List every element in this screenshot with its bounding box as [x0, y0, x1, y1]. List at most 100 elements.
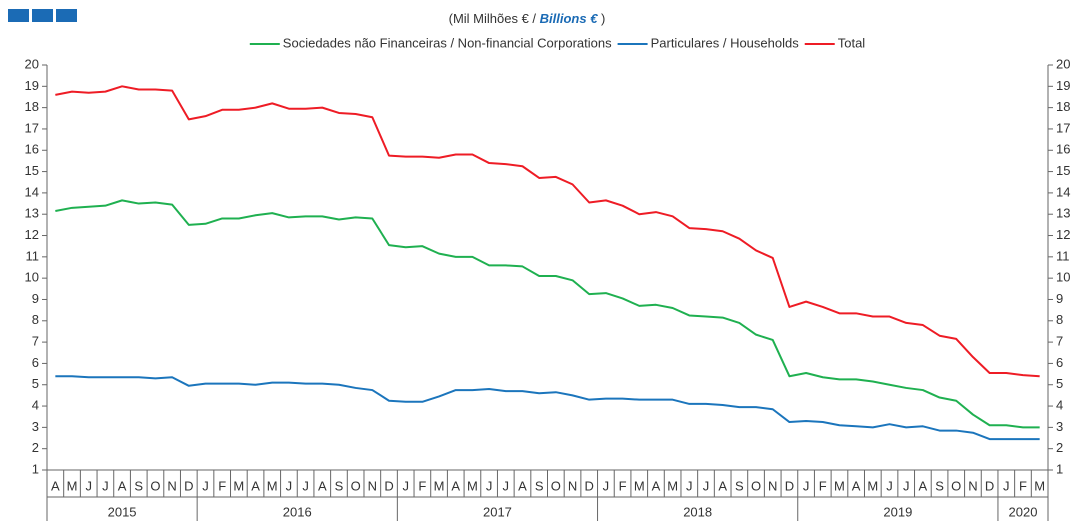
y-tick-label: 12 — [25, 227, 39, 242]
x-tick-label: F — [819, 478, 827, 493]
year-label: 2016 — [283, 504, 312, 519]
x-tick-label: S — [535, 478, 544, 493]
x-tick-label: J — [486, 478, 493, 493]
x-tick-label: J — [803, 478, 810, 493]
x-tick-label: D — [585, 478, 594, 493]
y2-tick-label: 19 — [1056, 78, 1070, 93]
y-tick-label: 18 — [25, 99, 39, 114]
x-tick-label: F — [418, 478, 426, 493]
y2-tick-label: 18 — [1056, 99, 1070, 114]
x-tick-label: J — [703, 478, 710, 493]
x-tick-label: J — [1003, 478, 1010, 493]
y2-tick-label: 2 — [1056, 440, 1063, 455]
y2-tick-label: 3 — [1056, 419, 1063, 434]
x-tick-label: S — [735, 478, 744, 493]
x-tick-label: N — [368, 478, 377, 493]
x-tick-label: D — [785, 478, 794, 493]
y2-tick-label: 13 — [1056, 206, 1070, 221]
x-tick-label: J — [202, 478, 209, 493]
x-tick-label: A — [451, 478, 460, 493]
y2-tick-label: 17 — [1056, 120, 1070, 135]
year-label: 2019 — [883, 504, 912, 519]
x-tick-label: O — [951, 478, 961, 493]
x-tick-label: M — [867, 478, 878, 493]
x-tick-label: N — [968, 478, 977, 493]
y2-tick-label: 8 — [1056, 312, 1063, 327]
x-tick-label: A — [118, 478, 127, 493]
x-tick-label: J — [85, 478, 92, 493]
y2-tick-label: 16 — [1056, 142, 1070, 157]
x-tick-label: A — [518, 478, 527, 493]
x-tick-label: F — [1019, 478, 1027, 493]
y-tick-label: 15 — [25, 163, 39, 178]
x-tick-label: N — [568, 478, 577, 493]
y-tick-label: 10 — [25, 270, 39, 285]
y2-tick-label: 5 — [1056, 376, 1063, 391]
x-tick-label: J — [903, 478, 910, 493]
x-tick-label: O — [150, 478, 160, 493]
y-tick-label: 8 — [32, 312, 39, 327]
y-tick-label: 2 — [32, 440, 39, 455]
title-en: Billions € — [540, 11, 599, 26]
year-label: 2017 — [483, 504, 512, 519]
legend-label: Total — [838, 35, 866, 50]
year-label: 2020 — [1009, 504, 1038, 519]
y2-tick-label: 9 — [1056, 291, 1063, 306]
x-tick-label: A — [852, 478, 861, 493]
y2-tick-label: 20 — [1056, 56, 1070, 71]
x-tick-label: N — [167, 478, 176, 493]
x-tick-label: F — [218, 478, 226, 493]
x-tick-label: M — [434, 478, 445, 493]
x-tick-label: A — [318, 478, 327, 493]
y-tick-label: 11 — [26, 248, 40, 263]
x-tick-label: M — [1034, 478, 1045, 493]
y2-tick-label: 4 — [1056, 397, 1063, 412]
x-tick-label: O — [351, 478, 361, 493]
x-tick-label: A — [652, 478, 661, 493]
x-tick-label: M — [267, 478, 278, 493]
x-tick-label: M — [233, 478, 244, 493]
x-tick-label: O — [751, 478, 761, 493]
y-tick-label: 9 — [32, 291, 39, 306]
y-tick-label: 6 — [32, 355, 39, 370]
x-tick-label: S — [134, 478, 143, 493]
x-tick-label: S — [935, 478, 944, 493]
x-tick-label: J — [603, 478, 610, 493]
y-tick-label: 20 — [25, 56, 39, 71]
series-line — [55, 85, 1040, 378]
y2-tick-label: 15 — [1056, 163, 1070, 178]
y-tick-label: 19 — [25, 78, 39, 93]
legend-label: Particulares / Households — [651, 35, 800, 50]
y2-tick-label: 7 — [1056, 334, 1063, 349]
x-tick-label: J — [102, 478, 109, 493]
x-tick-label: S — [335, 478, 344, 493]
x-tick-label: D — [985, 478, 994, 493]
series-line — [55, 375, 1040, 441]
x-tick-label: A — [51, 478, 60, 493]
legend-label: Sociedades não Financeiras / Non-financi… — [283, 35, 612, 50]
x-tick-label: F — [619, 478, 627, 493]
y-tick-label: 5 — [32, 376, 39, 391]
y-tick-label: 1 — [32, 461, 39, 476]
y-tick-label: 14 — [25, 184, 39, 199]
x-tick-label: M — [667, 478, 678, 493]
x-tick-label: J — [302, 478, 309, 493]
y2-tick-label: 6 — [1056, 355, 1063, 370]
x-tick-label: J — [503, 478, 510, 493]
x-tick-label: M — [834, 478, 845, 493]
x-tick-label: J — [402, 478, 409, 493]
y-tick-label: 16 — [25, 142, 39, 157]
x-tick-label: J — [686, 478, 693, 493]
x-tick-label: D — [184, 478, 193, 493]
logo — [8, 9, 77, 22]
x-tick-label: M — [67, 478, 78, 493]
x-tick-label: A — [919, 478, 928, 493]
y2-tick-label: 10 — [1056, 270, 1070, 285]
chart-title: (Mil Milhões € / Billions € ) — [449, 11, 606, 26]
title-pt: (Mil Milhões € / — [449, 11, 540, 26]
x-tick-label: M — [467, 478, 478, 493]
y2-tick-label: 12 — [1056, 227, 1070, 242]
y2-tick-label: 11 — [1056, 248, 1070, 263]
year-label: 2018 — [683, 504, 712, 519]
x-tick-label: A — [251, 478, 260, 493]
